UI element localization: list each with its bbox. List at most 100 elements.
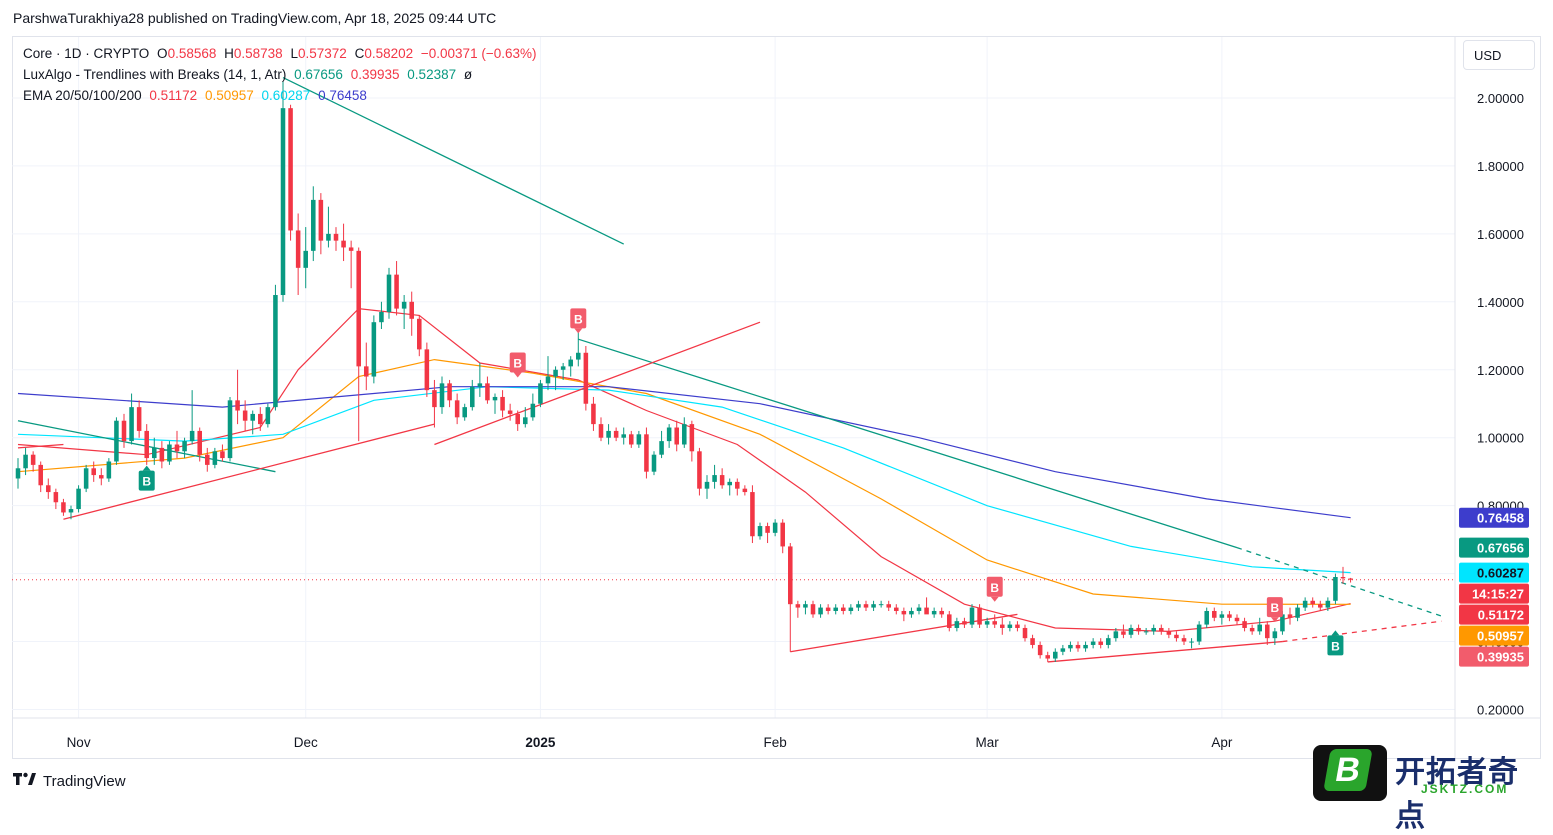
candle-body	[1265, 624, 1270, 639]
candle-body	[409, 301, 414, 319]
candle-body	[576, 352, 581, 360]
candle-body	[742, 488, 748, 493]
candle-body	[462, 407, 467, 418]
watermark-en: JSKTZ.COM	[1421, 782, 1509, 796]
candle-body	[1318, 604, 1323, 608]
break-marker-pointer	[142, 465, 151, 471]
candle-body	[1310, 600, 1315, 605]
candle-body	[1295, 607, 1300, 618]
currency-button[interactable]: USD	[1463, 40, 1535, 70]
candle-body	[144, 430, 149, 459]
x-tick-label: Dec	[294, 735, 318, 750]
candle-body	[174, 444, 180, 452]
price-badge-box	[1459, 604, 1529, 625]
candle-body	[386, 274, 392, 313]
candle-body	[1234, 617, 1240, 622]
price-badge: 0.60287	[1459, 562, 1529, 583]
high-label: H	[224, 46, 234, 61]
price-badge-box	[1459, 583, 1529, 604]
candle-body	[280, 108, 286, 296]
trendline	[63, 423, 435, 520]
candle-body	[1075, 644, 1081, 649]
price-badge-label: 0.39935	[1477, 650, 1524, 665]
x-tick-label: Nov	[67, 735, 91, 750]
ema200-value: 0.76458	[318, 88, 367, 103]
candle-body	[954, 621, 960, 628]
candle-body	[613, 430, 619, 438]
break-marker-box	[509, 352, 526, 373]
candle-body	[636, 434, 642, 445]
luxalgo-value-3: 0.52387	[407, 67, 457, 82]
ema-line-ema200	[17, 386, 1351, 519]
luxalgo-name[interactable]: LuxAlgo - Trendlines with Breaks (14, 1,…	[23, 67, 287, 82]
candle-body	[1068, 644, 1073, 649]
candle-body	[856, 604, 861, 608]
price-badge: 0.39935	[1459, 646, 1529, 667]
candle-body	[1219, 614, 1225, 618]
candle-body	[76, 488, 81, 510]
candle-body	[15, 468, 21, 479]
candle-body	[674, 427, 679, 445]
candle-body	[1136, 627, 1141, 632]
candle-body	[288, 108, 293, 231]
break-marker-label: B	[142, 475, 151, 489]
candle-body	[1151, 627, 1156, 632]
candle-body	[1098, 641, 1103, 645]
candle-body	[1272, 631, 1278, 639]
candle-body	[871, 604, 876, 608]
symbol-name[interactable]: Core · 1D · CRYPTO	[23, 46, 150, 61]
candle-body	[106, 461, 112, 479]
candle-body	[326, 233, 331, 241]
publisher-line: ParshwaTurakhiya28 published on TradingV…	[13, 10, 497, 26]
candle-body	[30, 454, 36, 465]
candle-body	[735, 481, 740, 489]
tradingview-logo[interactable]: TradingView	[13, 772, 126, 791]
price-badge: 0.50957	[1459, 625, 1529, 646]
candle-body	[136, 407, 142, 431]
symbol-legend: Core · 1D · CRYPTO O0.58568 H0.58738 L0.…	[23, 46, 540, 61]
candle-body	[1022, 627, 1028, 639]
ema-name[interactable]: EMA 20/50/100/200	[23, 88, 142, 103]
candle-body	[1159, 627, 1164, 632]
break-marker-box	[1266, 597, 1283, 618]
candle-body	[1249, 627, 1255, 632]
candle-body	[1121, 631, 1126, 635]
break-marker-box	[570, 308, 587, 329]
candle-body	[772, 522, 778, 533]
break-marker-label: B	[513, 357, 522, 371]
candle-body	[1257, 624, 1262, 632]
close-value: 0.58202	[364, 46, 414, 61]
price-badge-label: 14:15:27	[1472, 587, 1524, 602]
ema100-value: 0.60287	[261, 88, 311, 103]
candle-body	[220, 451, 225, 459]
y-tick-label: 1.40000	[1477, 295, 1524, 310]
candles	[15, 80, 1353, 662]
ema-line-ema50	[17, 358, 1351, 605]
candle-body	[1333, 577, 1338, 601]
candle-body	[878, 604, 884, 606]
candle-body	[68, 509, 74, 513]
candle-body	[371, 322, 377, 377]
candle-body	[341, 240, 346, 248]
low-label: L	[290, 46, 298, 61]
candle-body	[159, 447, 165, 462]
low-value: 0.57372	[297, 46, 347, 61]
candle-body	[909, 610, 914, 615]
candle-body	[205, 454, 210, 465]
candle-body	[795, 604, 801, 608]
candle-body	[644, 434, 649, 472]
price-chart[interactable]: 2.00000 1.80000 1.60000 1.40000 1.20000 1.000…	[0, 0, 1553, 803]
candle-body	[1340, 577, 1346, 579]
candle-body	[432, 390, 437, 408]
candle-body	[666, 427, 672, 442]
x-tick-label: Feb	[764, 735, 787, 750]
candle-body	[1053, 651, 1058, 659]
candle-body	[311, 199, 316, 251]
candle-body	[833, 607, 838, 611]
y-tick-label: 0.20000	[1477, 703, 1524, 718]
break-marker: B	[1327, 630, 1344, 656]
candle-body	[598, 424, 604, 438]
candle-body	[969, 607, 975, 625]
y-tick-label: 1.00000	[1477, 431, 1524, 446]
trendline	[434, 321, 761, 446]
